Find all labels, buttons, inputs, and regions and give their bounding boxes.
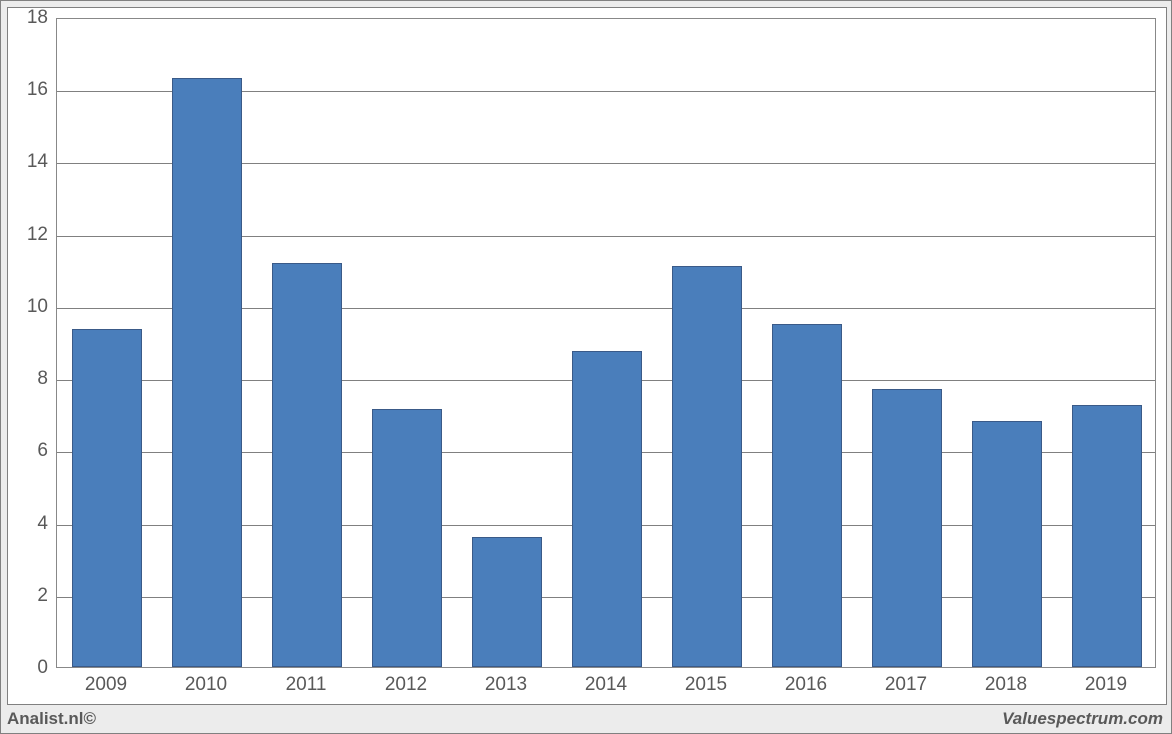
y-axis-tick-label: 16 [8, 79, 48, 101]
plot-area [56, 18, 1156, 668]
bar [372, 409, 442, 667]
x-axis-tick-label: 2010 [185, 674, 227, 696]
y-axis-tick-label: 8 [8, 368, 48, 390]
y-axis-tick-label: 18 [8, 7, 48, 29]
bar [272, 263, 342, 667]
bar [772, 324, 842, 667]
x-axis-tick-label: 2015 [685, 674, 727, 696]
x-axis-tick-label: 2013 [485, 674, 527, 696]
x-axis-tick-label: 2011 [286, 674, 327, 696]
y-axis-tick-label: 2 [8, 585, 48, 607]
bar [972, 421, 1042, 667]
bar [672, 266, 742, 667]
bar [472, 537, 542, 667]
bar [572, 351, 642, 667]
y-axis-tick-label: 0 [8, 657, 48, 679]
bar [1072, 405, 1142, 667]
bar [72, 329, 142, 667]
y-axis-tick-label: 6 [8, 440, 48, 462]
x-axis-tick-label: 2017 [885, 674, 927, 696]
x-axis-tick-label: 2016 [785, 674, 827, 696]
bar [872, 389, 942, 667]
x-axis-tick-label: 2019 [1085, 674, 1127, 696]
footer-credit-right: Valuespectrum.com [1002, 709, 1163, 729]
footer-credit-left: Analist.nl© [7, 709, 96, 729]
x-axis-tick-label: 2012 [385, 674, 427, 696]
chart-panel: 0 2 4 6 8 10 12 14 16 18 2009 2010 2011 2012 2013 2014… [7, 7, 1167, 705]
bar [172, 78, 242, 667]
chart-frame: 0 2 4 6 8 10 12 14 16 18 2009 2010 2011 2012 2013 2014… [0, 0, 1172, 734]
y-axis-tick-label: 10 [8, 296, 48, 318]
x-axis-tick-label: 2018 [985, 674, 1027, 696]
y-axis-tick-label: 12 [8, 224, 48, 246]
x-axis-tick-label: 2014 [585, 674, 627, 696]
y-axis-tick-label: 14 [8, 151, 48, 173]
y-axis-tick-label: 4 [8, 513, 48, 535]
x-axis-tick-label: 2009 [85, 674, 127, 696]
